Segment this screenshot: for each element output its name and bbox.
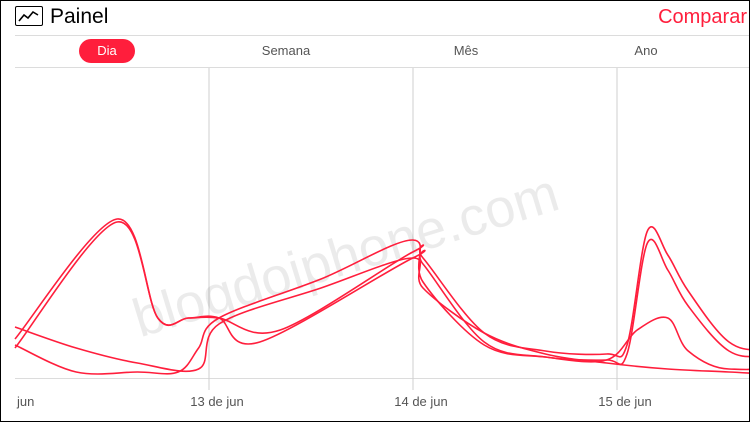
tab-semana[interactable]: Semana	[261, 43, 311, 58]
header-divider	[15, 35, 749, 36]
tab-mes[interactable]: Mês	[453, 43, 479, 58]
tabs-divider	[15, 67, 749, 68]
activity-chart: blogdoiphone.com jun 13 de jun 14 de jun 15…	[14, 68, 749, 409]
compare-button[interactable]: Comparar	[658, 6, 747, 28]
series-line-3	[14, 239, 749, 375]
x-tick-label: 14 de jun	[394, 394, 448, 409]
x-tick-label: 15 de jun	[598, 394, 652, 409]
x-tick-label: jun	[16, 394, 34, 409]
series-line-4	[14, 257, 749, 374]
period-tabs: Dia Semana Mês Ano	[1, 37, 749, 65]
x-tick-label: 13 de jun	[190, 394, 244, 409]
header-bar: Painel Comparar	[1, 1, 749, 35]
chart-line-icon	[15, 6, 43, 26]
page-title: Painel	[50, 5, 109, 28]
tab-dia[interactable]: Dia	[79, 39, 135, 63]
watermark-text: blogdoiphone.com	[126, 163, 566, 349]
x-axis-labels: jun 13 de jun 14 de jun 15 de jun	[16, 394, 652, 409]
tab-ano[interactable]: Ano	[634, 43, 658, 58]
chart-lines	[14, 218, 749, 375]
